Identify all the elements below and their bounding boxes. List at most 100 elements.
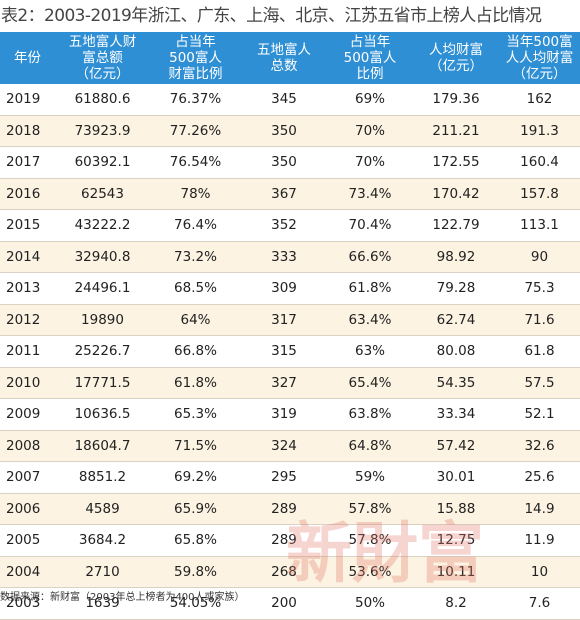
- table-row: 2008 18604.7 71.5% 324 64.8% 57.42 32.6: [0, 430, 580, 462]
- column-header-line: 总数: [270, 58, 298, 74]
- table-cell: 315: [241, 335, 327, 368]
- table-cell: 324: [241, 430, 327, 462]
- table-cell: 75.3: [499, 272, 580, 305]
- table-cell: 64%: [150, 304, 241, 336]
- column-header-line: 占当年: [175, 34, 216, 50]
- table-cell: 345: [241, 84, 327, 116]
- table-cell: 160.4: [499, 146, 580, 179]
- table-row: 2011 25226.7 66.8% 315 63% 80.08 61.8: [0, 335, 580, 368]
- table-cell: 19890: [55, 304, 150, 336]
- table-cell: 122.79: [413, 209, 499, 242]
- table-cell: 73923.9: [55, 115, 150, 147]
- column-header-line: 占当年: [349, 34, 391, 50]
- table-cell: 61.8%: [327, 272, 413, 305]
- column-header-line: 富总额: [82, 50, 123, 66]
- table-row: 2009 10636.5 65.3% 319 63.8% 33.34 52.1: [0, 398, 580, 431]
- table-cell: 309: [241, 272, 327, 305]
- table-row: 2012 19890 64% 317 63.4% 62.74 71.6: [0, 304, 580, 336]
- table-cell: 65.4%: [327, 367, 413, 399]
- table-cell: 43222.2: [55, 209, 150, 242]
- table-row: 2006 4589 65.9% 289 57.8% 15.88 14.9: [0, 493, 580, 525]
- column-header-line: （亿元）: [512, 66, 567, 82]
- table-cell: 12.75: [413, 524, 499, 557]
- table-cell: 76.54%: [150, 146, 241, 179]
- table-cell: 57.8%: [327, 493, 413, 525]
- table-cell: 2014: [0, 241, 55, 273]
- source-note: 数据来源：新财富（2003年总上榜者为400人或家族）: [0, 592, 245, 603]
- column-header-line: 人人均财富: [505, 50, 574, 66]
- table-cell: 70%: [327, 115, 413, 147]
- table-cell: 79.28: [413, 272, 499, 305]
- table-cell: 2019: [0, 84, 55, 116]
- table-row: 2015 43222.2 76.4% 352 70.4% 122.79 113.1: [0, 209, 580, 242]
- table-row: 2018 73923.9 77.26% 350 70% 211.21 191.3: [0, 115, 580, 147]
- table-cell: 2010: [0, 367, 55, 399]
- table-cell: 172.55: [413, 146, 499, 179]
- table-cell: 289: [241, 524, 327, 557]
- table-cell: 61880.6: [55, 84, 150, 116]
- table-cell: 54.35: [413, 367, 499, 399]
- column-header: 人均财富 （亿元）: [413, 32, 499, 84]
- table-cell: 350: [241, 115, 327, 147]
- table-cell: 71.5%: [150, 430, 241, 462]
- data-table: 年份 五地富人财 富总额 （亿元） 占当年 500富人 财富比例 五地富人 总数 占当年 500富人…: [0, 32, 580, 620]
- table-cell: 25226.7: [55, 335, 150, 368]
- table-cell: 24496.1: [55, 272, 150, 305]
- table-cell: 367: [241, 178, 327, 210]
- table-cell: 200: [241, 587, 327, 620]
- column-header: 五地富人 总数: [241, 32, 327, 84]
- table-cell: 8.2: [413, 587, 499, 620]
- table-cell: 32940.8: [55, 241, 150, 273]
- column-header: 占当年 500富人 比例: [327, 32, 413, 84]
- table-cell: 66.8%: [150, 335, 241, 368]
- table-cell: 2011: [0, 335, 55, 368]
- table-cell: 73.4%: [327, 178, 413, 210]
- table-cell: 268: [241, 556, 327, 588]
- table-cell: 71.6: [499, 304, 580, 336]
- table-cell: 73.2%: [150, 241, 241, 273]
- table-cell: 62543: [55, 178, 150, 210]
- table-cell: 2005: [0, 524, 55, 557]
- table-cell: 2017: [0, 146, 55, 179]
- column-header-line: 500富人: [343, 50, 397, 66]
- table-cell: 2015: [0, 209, 55, 242]
- table-row: 2005 3684.2 65.8% 289 57.8% 12.75 11.9: [0, 524, 580, 557]
- column-header: 当年500富 人人均财富 （亿元）: [499, 32, 580, 84]
- table-cell: 2018: [0, 115, 55, 147]
- table-cell: 65.3%: [150, 398, 241, 431]
- column-header-line: （亿元）: [429, 58, 483, 74]
- table-row: 2007 8851.2 69.2% 295 59% 30.01 25.6: [0, 461, 580, 494]
- table-cell: 17771.5: [55, 367, 150, 399]
- table-cell: 3684.2: [55, 524, 150, 557]
- column-header-line: 比例: [356, 66, 384, 82]
- table-cell: 113.1: [499, 209, 580, 242]
- table-cell: 191.3: [499, 115, 580, 147]
- column-header-line: （亿元）: [75, 66, 130, 82]
- table-cell: 52.1: [499, 398, 580, 431]
- table-cell: 63%: [327, 335, 413, 368]
- column-header: 五地富人财 富总额 （亿元）: [55, 32, 150, 84]
- table-cell: 90: [499, 241, 580, 273]
- column-header: 年份: [0, 32, 55, 84]
- table-cell: 289: [241, 493, 327, 525]
- table-cell: 10.11: [413, 556, 499, 588]
- table-cell: 59.8%: [150, 556, 241, 588]
- table-row: 2017 60392.1 76.54% 350 70% 172.55 160.4: [0, 146, 580, 179]
- table-cell: 66.6%: [327, 241, 413, 273]
- table-cell: 76.37%: [150, 84, 241, 116]
- table-cell: 50%: [327, 587, 413, 620]
- column-header-line: 五地富人财: [68, 34, 137, 50]
- table-row: 2004 2710 59.8% 268 53.6% 10.11 10: [0, 556, 580, 588]
- table-cell: 61.8: [499, 335, 580, 368]
- table-cell: 25.6: [499, 461, 580, 494]
- table-cell: 2016: [0, 178, 55, 210]
- table-cell: 60392.1: [55, 146, 150, 179]
- table-cell: 32.6: [499, 430, 580, 462]
- table-cell: 15.88: [413, 493, 499, 525]
- table-cell: 211.21: [413, 115, 499, 147]
- table-cell: 61.8%: [150, 367, 241, 399]
- table-cell: 62.74: [413, 304, 499, 336]
- table-cell: 295: [241, 461, 327, 494]
- table-cell: 162: [499, 84, 580, 116]
- table-cell: 53.6%: [327, 556, 413, 588]
